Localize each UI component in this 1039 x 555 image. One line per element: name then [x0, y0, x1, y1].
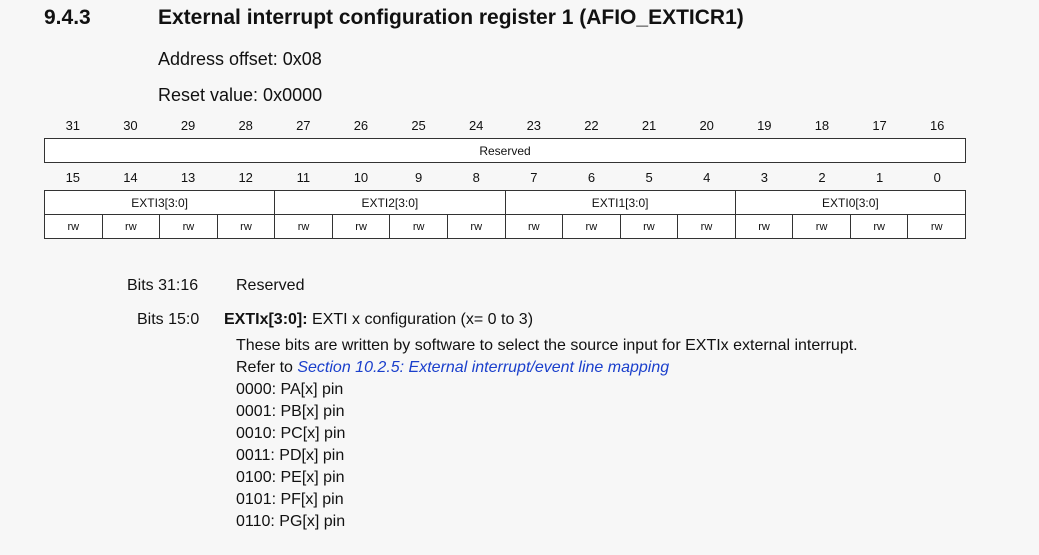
bit-number: 29	[180, 118, 196, 133]
section-link[interactable]: Section 10.2.5: External interrupt/event…	[297, 359, 670, 376]
option-line: 0001: PB[x] pin	[236, 403, 345, 420]
section-title: External interrupt configuration registe…	[158, 6, 744, 29]
refer-line: Refer to Section 10.2.5: External interr…	[236, 357, 858, 379]
bits-reserved-value: Reserved	[236, 277, 305, 294]
bit-number: 28	[238, 118, 253, 133]
reset-value: Reset value: 0x0000	[158, 85, 323, 105]
bit-number: 16	[929, 118, 945, 133]
bit-number: 15	[65, 170, 81, 185]
bit-number: 9	[414, 170, 423, 185]
field-exti3: EXTI3[3:0]	[43, 190, 276, 215]
bit-number: 19	[757, 118, 772, 133]
bit-number: 31	[65, 118, 81, 133]
bit-number: 17	[872, 118, 887, 133]
bit-number: 0	[933, 170, 941, 185]
option-line: 0010: PC[x] pin	[236, 425, 346, 442]
section-number: 9.4.3	[44, 6, 91, 29]
field-exti0: EXTI0[3:0]	[734, 190, 967, 215]
access-cell: rw	[389, 214, 448, 239]
access-cell: rw	[734, 214, 794, 239]
access-cell: rw	[504, 214, 564, 239]
field-summary: EXTI x configuration (x= 0 to 3)	[307, 311, 534, 328]
bit-number: 11	[296, 170, 311, 185]
access-cell: rw	[907, 214, 966, 239]
bit-number: 18	[814, 118, 830, 133]
bit-number: 23	[526, 118, 542, 133]
bit-number: 13	[180, 170, 196, 185]
access-cell: rw	[677, 214, 736, 239]
bit-number: 22	[584, 118, 599, 133]
bit-number: 8	[472, 170, 480, 185]
bit-number: 21	[641, 118, 657, 133]
bits-field-label: Bits 15:0	[137, 311, 200, 328]
bit-number: 2	[818, 170, 826, 185]
bit-number: 5	[645, 170, 653, 185]
bit-number: 20	[699, 118, 714, 133]
field-description: These bits are written by software to se…	[236, 335, 858, 533]
option-line: 0100: PE[x] pin	[236, 469, 345, 486]
field-name: EXTIx[3:0]:	[224, 311, 308, 328]
access-cell: rw	[44, 214, 103, 239]
bit-number: 12	[238, 170, 253, 185]
access-cell: rw	[159, 214, 218, 239]
bit-number: 24	[468, 118, 484, 133]
access-cell: rw	[101, 214, 161, 239]
access-cell: rw	[792, 214, 851, 239]
upper-bit-numbers: 31 30 29 28 27 26 25 24 23 22 21 20 19 1…	[44, 118, 966, 133]
bit-number: 27	[296, 118, 311, 133]
option-line: 0101: PF[x] pin	[236, 491, 344, 508]
access-cell: rw	[216, 214, 276, 239]
bit-number: 26	[353, 118, 369, 133]
register-lower-table: EXTI3[3:0] EXTI2[3:0] EXTI1[3:0] EXTI0[3…	[43, 190, 967, 239]
access-cell: rw	[849, 214, 909, 239]
bit-number: 30	[123, 118, 138, 133]
bit-number: 6	[587, 170, 596, 185]
access-cell: rw	[562, 214, 621, 239]
bits-reserved-label: Bits 31:16	[127, 277, 199, 294]
bit-number: 7	[530, 170, 538, 185]
reserved-field: Reserved	[44, 138, 966, 163]
lower-bit-numbers: 15 14 13 12 11 10 9 8 7 6 5 4 3 2 1 0	[44, 170, 966, 185]
field-exti2: EXTI2[3:0]	[274, 190, 506, 215]
field-exti1: EXTI1[3:0]	[504, 190, 736, 215]
option-line: 0000: PA[x] pin	[236, 381, 344, 398]
access-cell: rw	[619, 214, 679, 239]
register-upper-table: Reserved	[44, 138, 966, 163]
bit-number: 4	[703, 170, 711, 185]
bit-number: 25	[411, 118, 426, 133]
option-line: 0110: PG[x] pin	[236, 513, 346, 530]
access-cell: rw	[446, 214, 506, 239]
refer-prefix: Refer to	[236, 359, 298, 376]
bit-number: 1	[875, 170, 884, 185]
bit-number: 14	[123, 170, 138, 185]
access-cell: rw	[274, 214, 333, 239]
bit-number: 10	[353, 170, 369, 185]
field-heading: EXTIx[3:0]: EXTI x configuration (x= 0 t…	[224, 309, 533, 331]
description-line: These bits are written by software to se…	[236, 337, 858, 354]
bit-number: 3	[760, 170, 768, 185]
access-cell: rw	[331, 214, 391, 239]
address-offset: Address offset: 0x08	[158, 49, 322, 69]
option-line: 0011: PD[x] pin	[236, 447, 345, 464]
